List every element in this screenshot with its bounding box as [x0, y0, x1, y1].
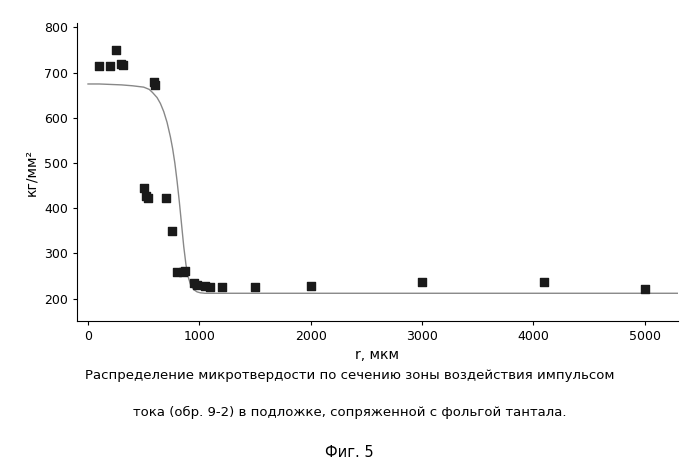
Point	[250, 284, 261, 291]
Point	[199, 282, 210, 290]
Point	[179, 267, 190, 274]
Point	[160, 195, 171, 202]
Point	[110, 46, 122, 54]
Y-axis label: кг/мм²: кг/мм²	[24, 149, 38, 196]
Text: Распределение микротвердости по сечению зоны воздействия импульсом: Распределение микротвердости по сечению …	[85, 369, 614, 382]
Point	[105, 62, 116, 70]
X-axis label: r, мкм: r, мкм	[356, 348, 399, 362]
Point	[192, 281, 203, 289]
Point	[116, 60, 127, 67]
Point	[639, 285, 650, 292]
Point	[171, 268, 182, 275]
Point	[138, 184, 150, 191]
Point	[140, 192, 152, 200]
Point	[177, 269, 188, 276]
Point	[417, 278, 428, 285]
Point	[216, 284, 227, 291]
Point	[305, 282, 316, 290]
Point	[117, 61, 128, 68]
Point	[143, 194, 154, 202]
Point	[205, 284, 216, 291]
Text: Фиг. 5: Фиг. 5	[325, 445, 374, 459]
Point	[94, 62, 105, 70]
Point	[539, 278, 550, 285]
Text: тока (обр. 9-2) в подложке, сопряженной с фольгой тантала.: тока (обр. 9-2) в подложке, сопряженной …	[133, 406, 566, 419]
Point	[166, 227, 177, 235]
Point	[188, 279, 199, 286]
Point	[148, 78, 159, 85]
Point	[149, 82, 160, 89]
